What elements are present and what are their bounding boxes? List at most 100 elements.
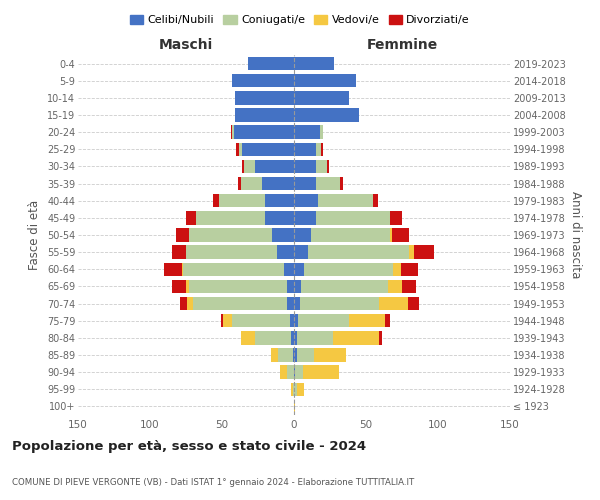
Bar xyxy=(186,246,277,259)
Bar xyxy=(294,126,320,139)
Bar xyxy=(183,262,284,276)
Bar xyxy=(242,142,294,156)
Bar xyxy=(242,160,244,173)
Bar xyxy=(294,314,298,328)
Bar xyxy=(413,246,434,259)
Bar xyxy=(316,160,327,173)
Bar xyxy=(241,331,255,344)
Legend: Celibi/Nubili, Coniugati/e, Vedovi/e, Divorziati/e: Celibi/Nubili, Coniugati/e, Vedovi/e, Di… xyxy=(125,10,475,30)
Bar xyxy=(186,211,196,224)
Bar xyxy=(189,228,272,241)
Bar xyxy=(271,348,278,362)
Bar xyxy=(327,160,329,173)
Bar xyxy=(297,382,304,396)
Bar xyxy=(232,314,290,328)
Bar xyxy=(238,177,241,190)
Bar xyxy=(291,382,293,396)
Bar xyxy=(379,331,382,344)
Bar xyxy=(340,177,343,190)
Bar xyxy=(301,280,388,293)
Bar xyxy=(187,297,193,310)
Bar xyxy=(294,74,356,88)
Bar xyxy=(176,228,189,241)
Bar xyxy=(265,211,294,224)
Bar xyxy=(248,57,294,70)
Bar xyxy=(236,142,239,156)
Bar xyxy=(294,331,297,344)
Bar xyxy=(182,262,183,276)
Bar xyxy=(294,400,295,413)
Text: COMUNE DI PIEVE VERGONTE (VB) - Dati ISTAT 1° gennaio 2024 - Elaborazione TUTTIT: COMUNE DI PIEVE VERGONTE (VB) - Dati IST… xyxy=(12,478,414,487)
Bar xyxy=(302,366,338,379)
Bar xyxy=(401,262,418,276)
Bar xyxy=(293,348,294,362)
Bar xyxy=(294,211,316,224)
Bar xyxy=(298,314,349,328)
Bar xyxy=(392,228,409,241)
Bar xyxy=(304,262,394,276)
Bar xyxy=(322,142,323,156)
Bar xyxy=(172,280,186,293)
Bar xyxy=(294,262,304,276)
Bar xyxy=(172,246,186,259)
Bar xyxy=(300,297,379,310)
Bar xyxy=(284,262,294,276)
Bar xyxy=(409,246,413,259)
Bar xyxy=(287,366,294,379)
Bar xyxy=(223,314,232,328)
Bar xyxy=(219,194,265,207)
Bar xyxy=(333,331,379,344)
Bar xyxy=(186,280,189,293)
Bar xyxy=(278,348,293,362)
Bar xyxy=(316,211,391,224)
Bar xyxy=(295,366,302,379)
Bar xyxy=(402,280,416,293)
Bar xyxy=(293,382,294,396)
Bar xyxy=(262,177,294,190)
Bar xyxy=(294,382,297,396)
Bar xyxy=(230,126,232,139)
Bar xyxy=(241,177,262,190)
Bar xyxy=(277,246,294,259)
Y-axis label: Anni di nascita: Anni di nascita xyxy=(569,192,583,278)
Bar xyxy=(391,228,392,241)
Bar xyxy=(373,194,377,207)
Bar xyxy=(232,126,233,139)
Bar xyxy=(232,74,294,88)
Bar xyxy=(349,314,385,328)
Bar xyxy=(385,314,391,328)
Bar xyxy=(221,314,223,328)
Bar xyxy=(294,228,311,241)
Bar xyxy=(294,280,301,293)
Bar xyxy=(290,314,294,328)
Bar xyxy=(255,160,294,173)
Bar xyxy=(235,108,294,122)
Bar xyxy=(294,142,316,156)
Text: Maschi: Maschi xyxy=(159,38,213,52)
Bar xyxy=(297,331,333,344)
Bar xyxy=(233,126,294,139)
Bar xyxy=(294,108,359,122)
Bar xyxy=(314,348,346,362)
Bar xyxy=(388,280,402,293)
Text: Popolazione per età, sesso e stato civile - 2024: Popolazione per età, sesso e stato civil… xyxy=(12,440,366,453)
Bar xyxy=(164,262,182,276)
Bar xyxy=(239,142,242,156)
Bar xyxy=(244,160,255,173)
Bar xyxy=(214,194,219,207)
Bar xyxy=(235,91,294,104)
Bar xyxy=(265,194,294,207)
Bar xyxy=(294,348,297,362)
Bar xyxy=(320,126,323,139)
Bar xyxy=(280,366,287,379)
Bar xyxy=(294,297,300,310)
Bar xyxy=(308,246,409,259)
Bar xyxy=(272,228,294,241)
Bar xyxy=(294,57,334,70)
Bar xyxy=(294,177,316,190)
Bar xyxy=(294,366,295,379)
Bar xyxy=(394,262,401,276)
Bar xyxy=(196,211,265,224)
Bar xyxy=(391,211,402,224)
Bar xyxy=(294,246,308,259)
